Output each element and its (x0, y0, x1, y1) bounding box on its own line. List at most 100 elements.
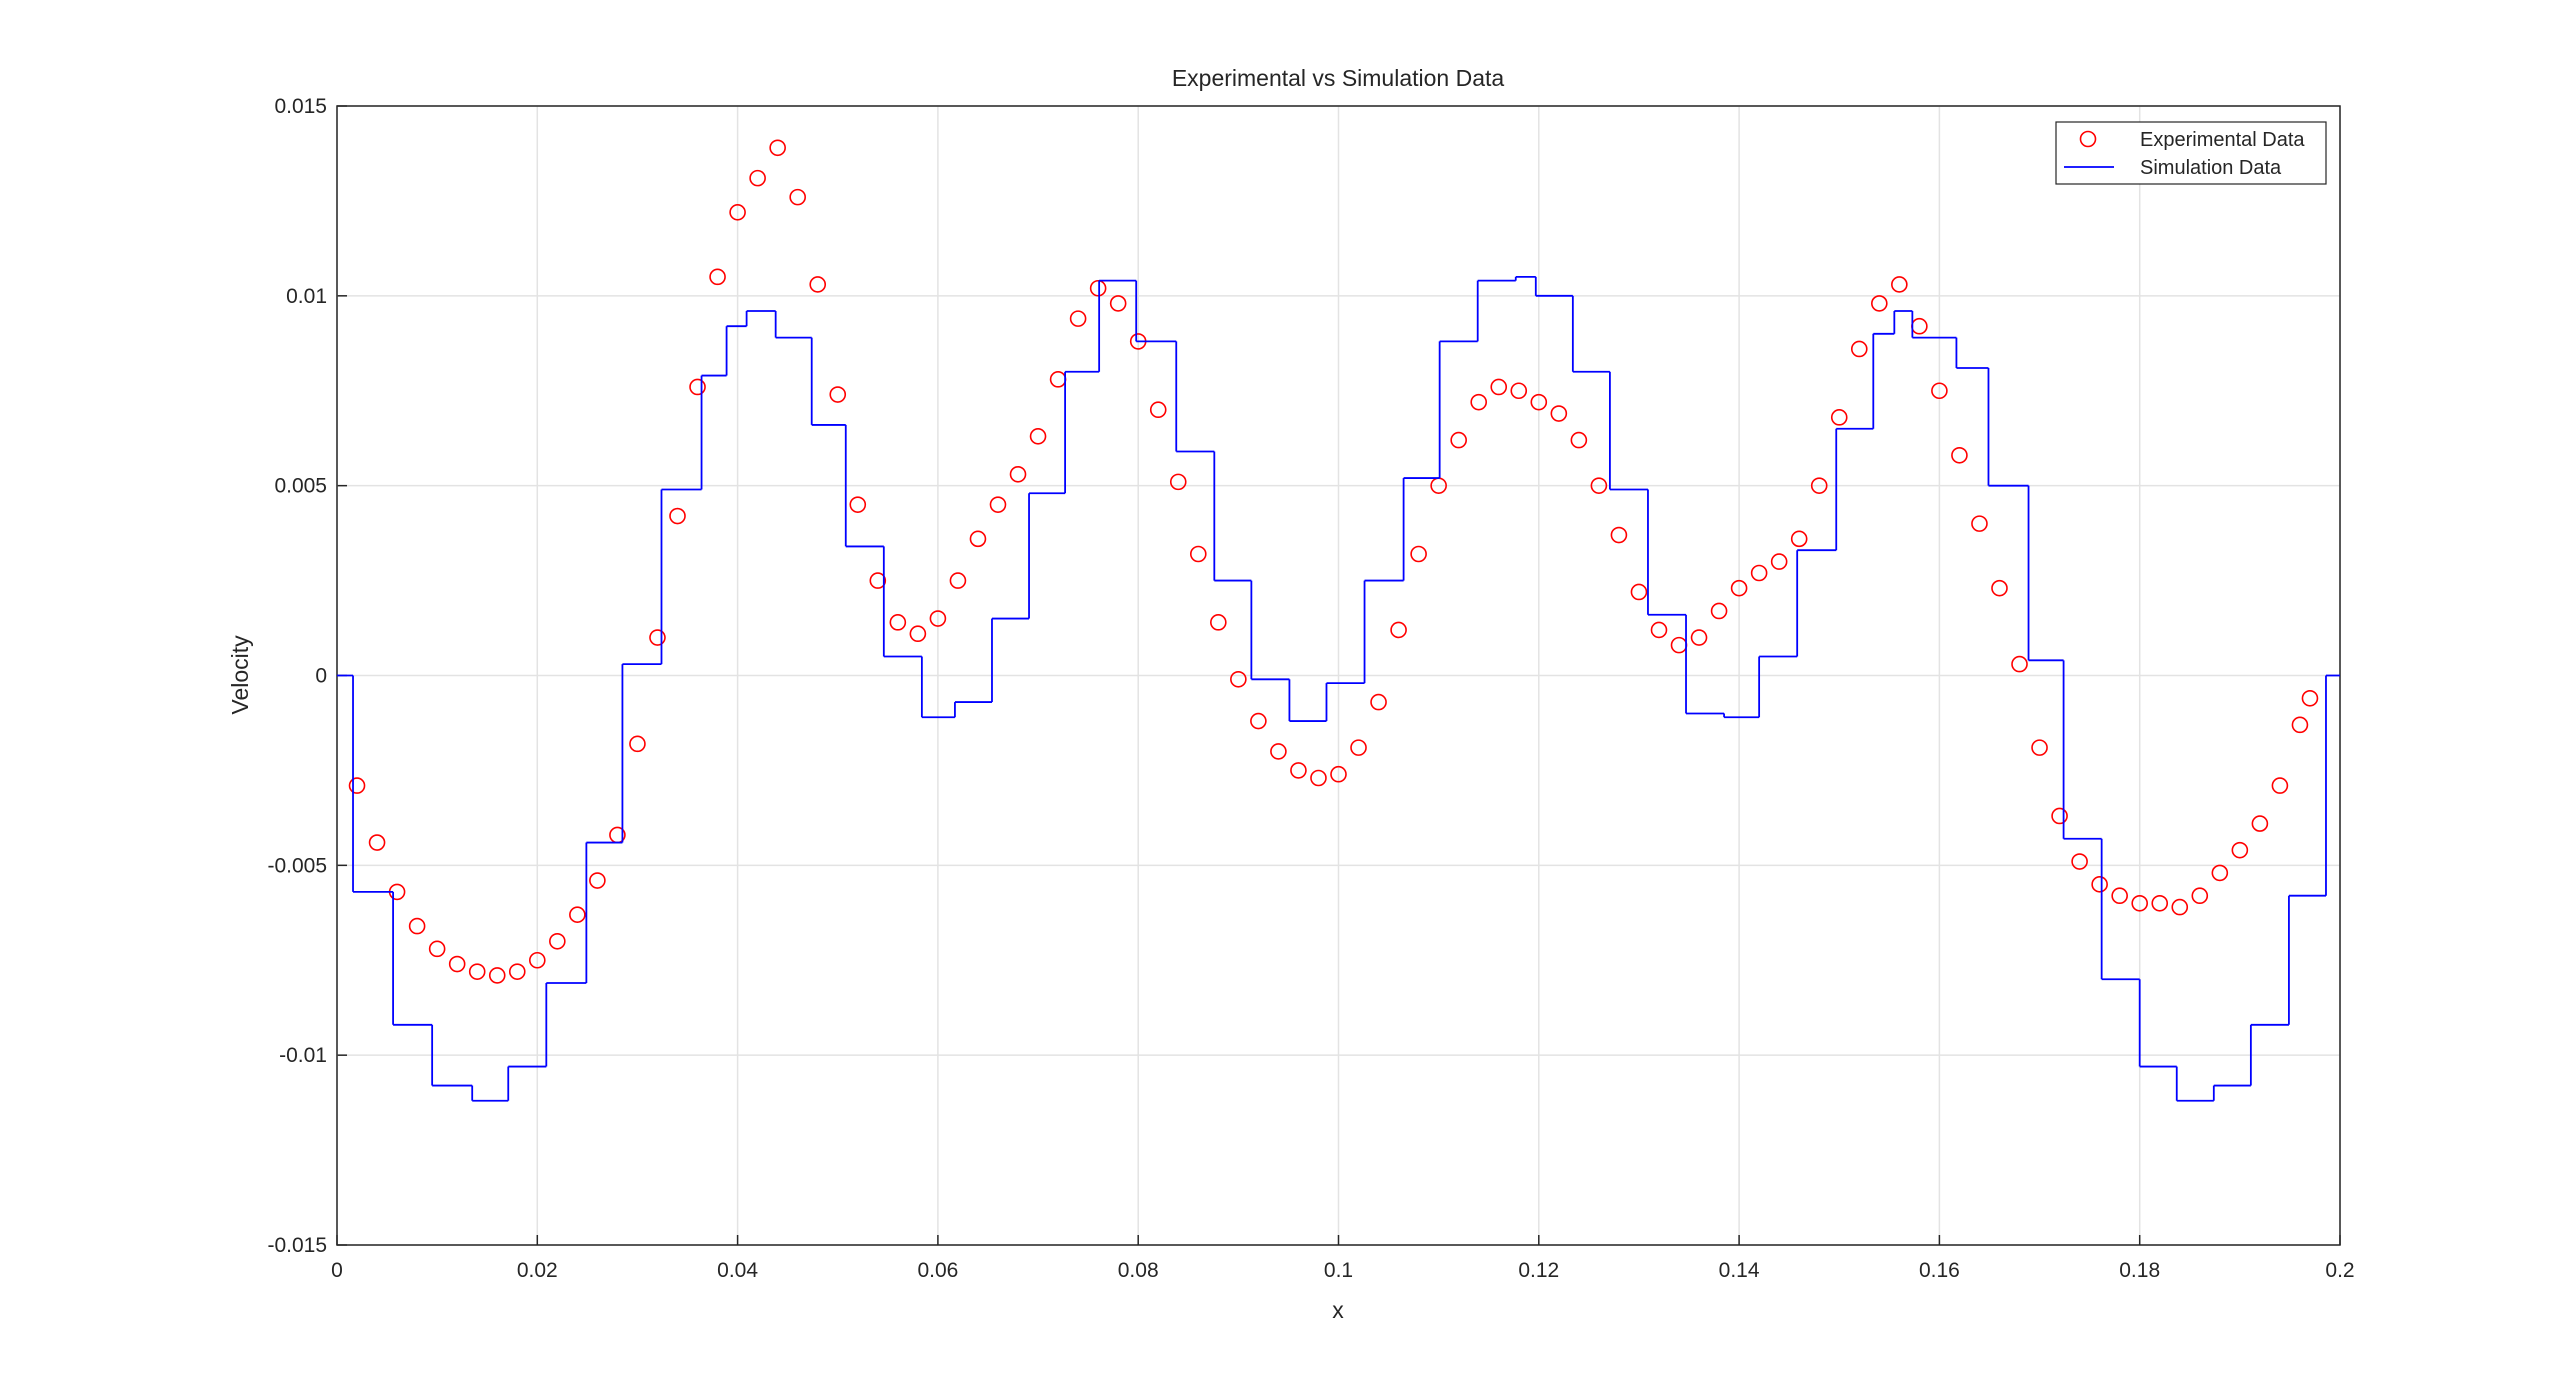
data-point (368, 834, 386, 851)
data-point (1650, 621, 1668, 639)
data-point (1750, 564, 1768, 582)
data-point (1850, 340, 1868, 358)
data-point (2151, 894, 2169, 912)
y-tick-label: 0.01 (286, 285, 327, 308)
x-tick-label: 0.2 (2325, 1259, 2354, 1282)
y-tick-label: 0.015 (274, 95, 327, 118)
data-point (1450, 431, 1467, 449)
data-point (1670, 636, 1688, 654)
data-point (1370, 693, 1387, 711)
data-point (2051, 807, 2068, 825)
x-tick-label: 0.12 (1518, 1259, 1559, 1282)
data-point (1169, 473, 1187, 491)
data-point (809, 276, 827, 293)
x-tick-label: 0.06 (917, 1259, 958, 1282)
data-point (649, 629, 666, 646)
data-point (1530, 393, 1548, 411)
data-point (2071, 853, 2088, 870)
x-tick-label: 0.1 (1324, 1259, 1353, 1282)
data-point (2171, 898, 2189, 916)
data-point (1871, 295, 1888, 312)
data-point (2231, 841, 2249, 859)
data-point (2271, 777, 2289, 794)
data-point (829, 386, 847, 403)
data-point (2211, 864, 2229, 882)
data-point (1830, 409, 1848, 426)
data-point (1810, 477, 1828, 494)
data-point (1891, 276, 1908, 293)
x-tick-label: 0.04 (717, 1259, 758, 1282)
data-point (909, 625, 927, 643)
data-point (1710, 602, 1728, 620)
data-point (589, 872, 606, 889)
x-tick-label: 0.14 (1719, 1259, 1760, 1282)
data-point (1049, 371, 1067, 388)
data-point (2131, 894, 2148, 912)
y-tick-label: -0.005 (267, 854, 327, 877)
data-point (1991, 579, 2008, 597)
data-point (488, 967, 506, 984)
data-point (749, 169, 766, 187)
data-point (1730, 579, 1748, 597)
x-tick-label: 0.18 (2119, 1259, 2160, 1282)
data-point (448, 955, 466, 973)
data-point (929, 610, 947, 627)
data-point (1350, 739, 1367, 756)
data-point (989, 496, 1007, 513)
data-point (1770, 553, 1788, 570)
y-tick-label: -0.01 (279, 1044, 327, 1067)
data-point (1490, 378, 1508, 396)
data-point (1911, 317, 1928, 335)
data-point (508, 963, 526, 980)
data-point (1630, 583, 1648, 601)
data-point (1610, 526, 1628, 544)
data-point (2191, 887, 2209, 905)
data-point (869, 572, 887, 589)
x-tick-label: 0.02 (517, 1259, 558, 1282)
legend-box (2055, 121, 2327, 185)
data-point (889, 614, 907, 631)
data-point (2251, 815, 2269, 832)
data-point (1470, 393, 1488, 411)
data-point (348, 777, 366, 794)
data-point (1089, 279, 1107, 297)
data-point (468, 963, 486, 980)
x-tick-label: 0 (331, 1259, 343, 1282)
data-point (1390, 621, 1407, 639)
y-axis-label: Velocity (227, 635, 253, 715)
data-point (1590, 477, 1608, 494)
data-point (1790, 530, 1808, 548)
data-point (2031, 739, 2048, 756)
data-point (1009, 465, 1027, 483)
data-point (2011, 655, 2028, 673)
x-tick-label: 0.16 (1919, 1259, 1960, 1282)
data-point (1290, 762, 1307, 779)
data-point (1210, 614, 1227, 631)
legend-label: Experimental Data (2140, 129, 2305, 151)
data-point (709, 268, 726, 286)
data-point (2111, 887, 2128, 905)
chart-title: Experimental vs Simulation Data (1172, 65, 1505, 91)
legend-label: Simulation Data (2140, 157, 2282, 179)
y-tick-label: -0.015 (267, 1234, 327, 1257)
data-point (969, 530, 987, 548)
data-point (1270, 743, 1287, 760)
data-point (549, 932, 566, 950)
data-point (1149, 401, 1167, 419)
data-point (1510, 382, 1528, 400)
data-point (1410, 545, 1427, 563)
data-point (2291, 716, 2309, 734)
data-point (849, 496, 867, 513)
data-point (1029, 428, 1047, 445)
data-point (1250, 712, 1267, 730)
data-point (789, 188, 806, 206)
data-point (1230, 670, 1247, 688)
data-point (669, 507, 686, 525)
data-point (1330, 765, 1347, 783)
data-point (1570, 431, 1588, 449)
data-point (528, 951, 546, 969)
data-point (949, 572, 967, 589)
data-point (689, 378, 706, 396)
data-point (428, 940, 446, 958)
